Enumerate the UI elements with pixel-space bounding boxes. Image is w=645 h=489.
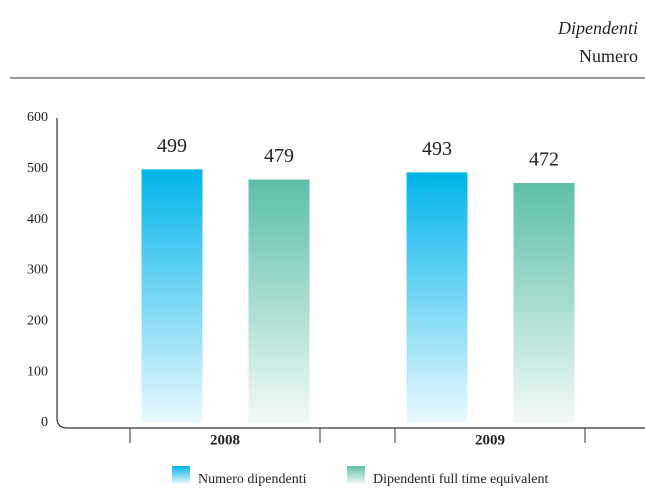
data-label: 472 — [529, 149, 559, 171]
bar — [248, 179, 310, 423]
data-label: 499 — [157, 135, 187, 157]
axis-line — [56, 118, 645, 429]
legend-swatch — [172, 466, 190, 484]
chart-subtitle: Numero — [579, 46, 638, 66]
data-label: 493 — [422, 138, 452, 160]
x-tick-label: 2009 — [475, 432, 505, 448]
x-tick-label: 2008 — [210, 432, 240, 448]
bar — [513, 183, 575, 423]
chart-title: Dipendenti — [557, 18, 638, 38]
bar — [141, 169, 203, 423]
y-tick-label: 100 — [27, 364, 48, 379]
legend-swatch — [347, 466, 365, 484]
y-tick-label: 500 — [27, 161, 48, 176]
data-label: 479 — [264, 145, 294, 167]
y-tick-label: 200 — [27, 314, 48, 329]
y-tick-label: 300 — [27, 263, 48, 278]
y-tick-label: 600 — [27, 110, 48, 125]
legend-label: Numero dipendenti — [198, 472, 307, 487]
y-tick-label: 0 — [41, 415, 48, 430]
legend-label: Dipendenti full time equivalent — [373, 472, 548, 487]
bar — [406, 172, 468, 423]
y-tick-label: 400 — [27, 212, 48, 227]
